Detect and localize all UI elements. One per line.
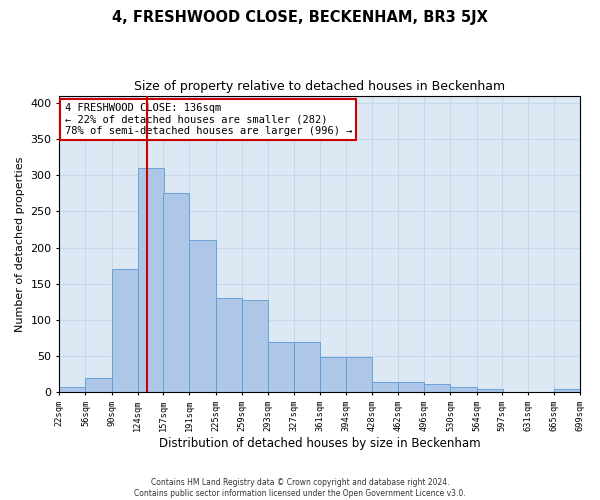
Bar xyxy=(424,384,451,392)
Bar xyxy=(190,240,215,392)
Bar xyxy=(476,390,503,392)
Bar xyxy=(398,382,424,392)
X-axis label: Distribution of detached houses by size in Beckenham: Distribution of detached houses by size … xyxy=(159,437,481,450)
Bar xyxy=(59,387,85,392)
Bar xyxy=(372,382,398,392)
Bar xyxy=(554,390,580,392)
Bar xyxy=(215,298,242,392)
Bar xyxy=(294,342,320,392)
Y-axis label: Number of detached properties: Number of detached properties xyxy=(15,156,25,332)
Bar xyxy=(138,168,164,392)
Text: 4, FRESHWOOD CLOSE, BECKENHAM, BR3 5JX: 4, FRESHWOOD CLOSE, BECKENHAM, BR3 5JX xyxy=(112,10,488,25)
Bar xyxy=(163,194,190,392)
Title: Size of property relative to detached houses in Beckenham: Size of property relative to detached ho… xyxy=(134,80,505,93)
Bar xyxy=(346,357,372,392)
Bar xyxy=(112,270,138,392)
Bar xyxy=(268,342,294,392)
Bar xyxy=(320,357,346,392)
Bar xyxy=(451,387,476,392)
Bar xyxy=(85,378,112,392)
Text: 4 FRESHWOOD CLOSE: 136sqm
← 22% of detached houses are smaller (282)
78% of semi: 4 FRESHWOOD CLOSE: 136sqm ← 22% of detac… xyxy=(65,103,352,136)
Text: Contains HM Land Registry data © Crown copyright and database right 2024.
Contai: Contains HM Land Registry data © Crown c… xyxy=(134,478,466,498)
Bar xyxy=(242,300,268,392)
